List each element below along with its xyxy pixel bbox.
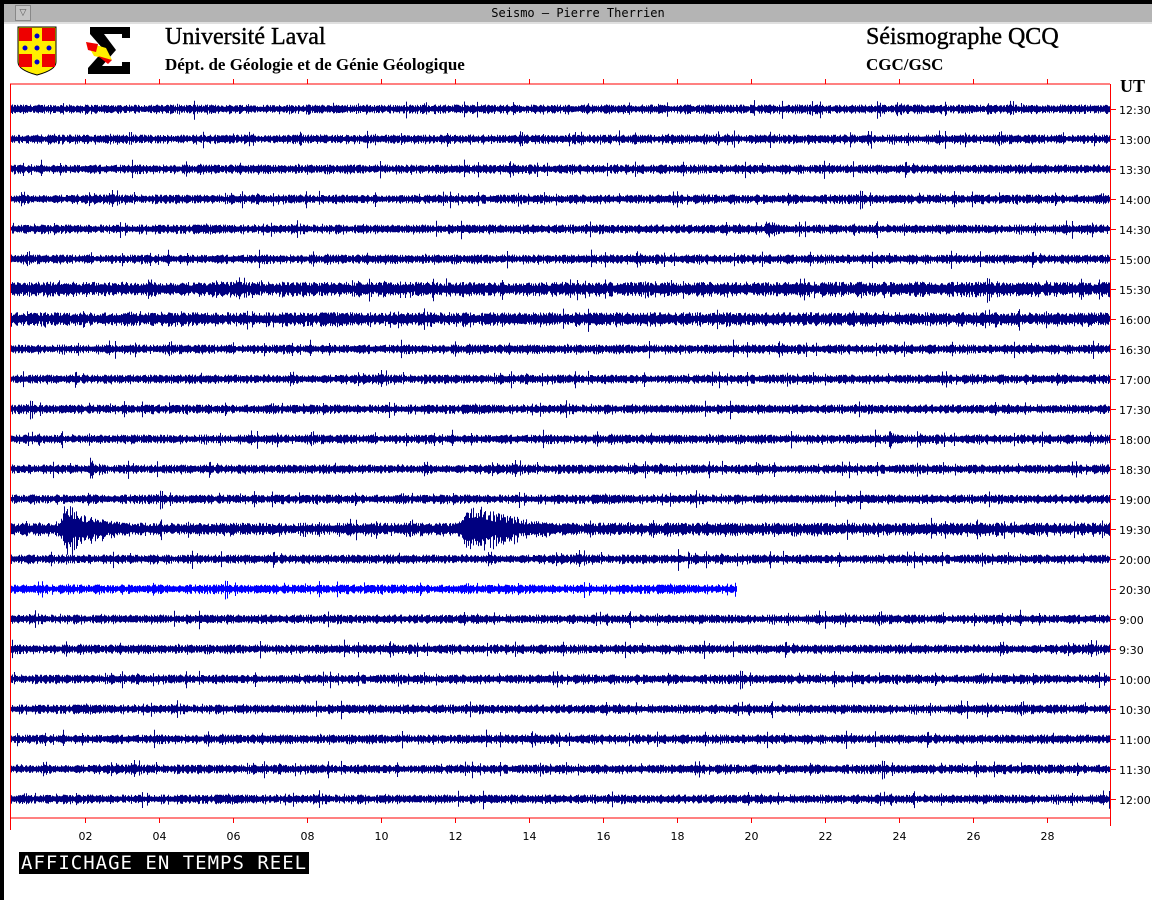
seismic-trace	[11, 729, 1110, 749]
trace-time-label: 20:30	[1119, 584, 1151, 597]
window-title: Seismo – Pierre Therrien	[491, 6, 665, 20]
time-zone-label: UT	[1120, 76, 1146, 96]
seismic-trace	[11, 249, 1110, 269]
trace-time-label: 15:00	[1119, 254, 1151, 267]
x-tick-label: 06	[227, 830, 241, 843]
x-tick-label: 18	[671, 830, 685, 843]
trace-time-label: 9:30	[1119, 644, 1144, 657]
seismic-trace	[11, 429, 1110, 449]
seismic-trace	[11, 370, 1110, 389]
trace-time-label: 20:00	[1119, 554, 1151, 567]
seismic-trace	[11, 190, 1110, 210]
realtime-status-banner: AFFICHAGE EN TEMPS REEL	[19, 852, 310, 874]
seismic-trace	[11, 760, 1110, 780]
x-tick-label: 22	[819, 830, 833, 843]
sigma-department-logo	[86, 27, 130, 74]
station-name: Séismographe QCQ	[866, 24, 1059, 50]
trace-time-label: 16:00	[1119, 314, 1151, 327]
trace-time-label: 11:30	[1119, 764, 1151, 777]
triangle-down-icon: ▽	[19, 8, 27, 18]
x-tick-label: 28	[1041, 830, 1055, 843]
seismic-trace	[11, 700, 1110, 720]
seismic-trace	[11, 639, 1110, 659]
window-menu-button[interactable]: ▽	[15, 5, 31, 21]
trace-time-label: 11:00	[1119, 734, 1151, 747]
seismic-trace	[11, 159, 1110, 179]
window-border-left	[0, 0, 4, 900]
trace-time-label: 19:30	[1119, 524, 1151, 537]
laval-crest-logo	[17, 26, 57, 76]
seismic-trace	[11, 609, 1110, 630]
trace-time-label: 17:00	[1119, 374, 1151, 387]
trace-time-label: 14:00	[1119, 194, 1151, 207]
x-tick-label: 10	[375, 830, 389, 843]
trace-time-label: 13:30	[1119, 164, 1151, 177]
seismogram-plot: 02 04 06 08 10 12 14 16 18 20 22 24 26 28 12:30 13:00 13…	[10, 79, 1151, 843]
seismic-trace	[11, 457, 1110, 479]
seismic-trace	[11, 790, 1110, 810]
seismic-trace	[11, 549, 1110, 571]
department-name: Dépt. de Géologie et de Génie Géologique	[165, 55, 465, 74]
trace-time-label: 10:00	[1119, 674, 1151, 687]
seismic-trace	[11, 308, 1110, 332]
title-bar[interactable]: ▽ Seismo – Pierre Therrien	[4, 4, 1152, 24]
seismic-trace	[11, 277, 1110, 303]
agency-name: CGC/GSC	[866, 55, 944, 74]
x-tick-label: 02	[79, 830, 93, 843]
trace-time-label: 14:30	[1119, 224, 1151, 237]
trace-time-label: 15:30	[1119, 284, 1151, 297]
seismic-trace	[11, 670, 1110, 690]
trace-time-label: 9:00	[1119, 614, 1144, 627]
seismic-trace	[11, 339, 1110, 359]
seismic-trace	[11, 506, 1110, 555]
trace-time-label: 12:00	[1119, 794, 1151, 807]
trace-time-label: 18:00	[1119, 434, 1151, 447]
trace-time-label: 16:30	[1119, 344, 1151, 357]
trace-time-label: 10:30	[1119, 704, 1151, 717]
x-tick-label: 14	[523, 830, 537, 843]
x-tick-label: 20	[745, 830, 759, 843]
seismic-trace	[11, 100, 1110, 120]
seismic-trace	[11, 130, 1110, 149]
university-name: Université Laval	[165, 24, 326, 50]
x-tick-label: 26	[967, 830, 981, 843]
trace-time-label: 19:00	[1119, 494, 1151, 507]
window-border	[0, 0, 1152, 4]
trace-time-label: 12:30	[1119, 104, 1151, 117]
seismic-trace	[11, 220, 1110, 240]
x-tick-label: 24	[893, 830, 907, 843]
x-tick-label: 04	[153, 830, 167, 843]
seismic-trace	[11, 400, 1110, 420]
x-tick-label: 16	[597, 830, 611, 843]
seismic-trace	[11, 490, 1110, 510]
trace-time-label: 17:30	[1119, 404, 1151, 417]
trace-time-label: 18:30	[1119, 464, 1151, 477]
trace-time-label: 13:00	[1119, 134, 1151, 147]
current-trace	[11, 580, 737, 600]
x-tick-label: 08	[301, 830, 315, 843]
x-tick-label: 12	[449, 830, 463, 843]
